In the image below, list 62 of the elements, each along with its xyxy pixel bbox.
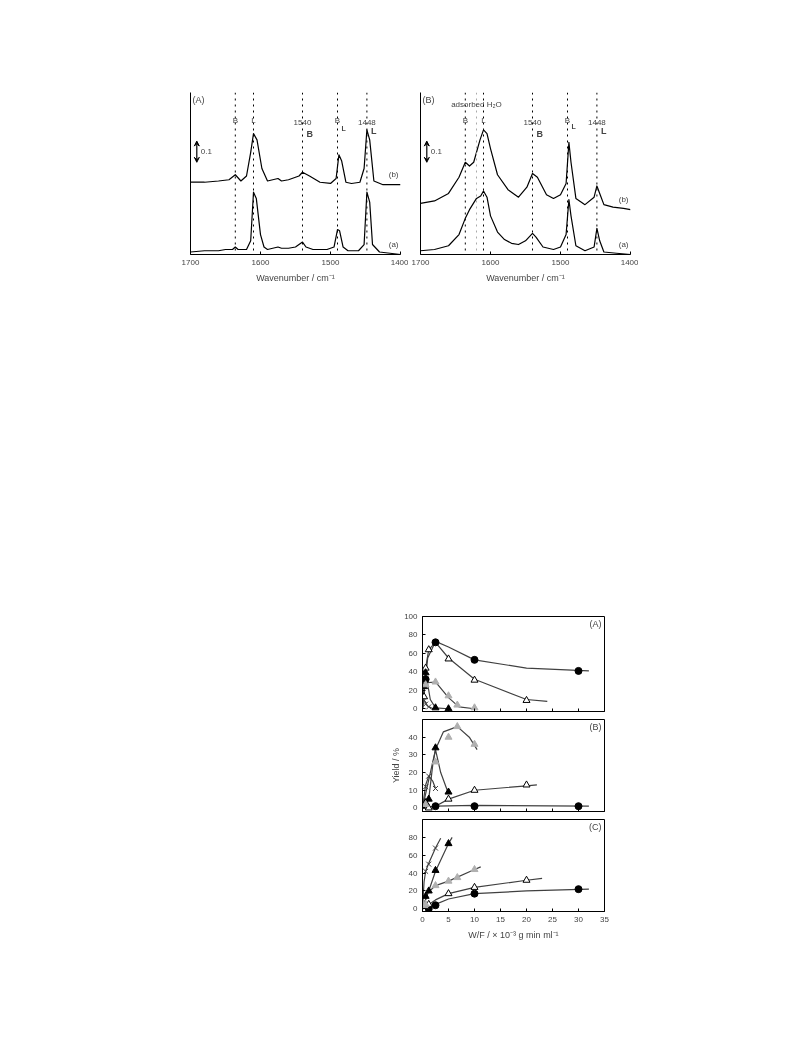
x-tick-label: 20 <box>522 914 532 924</box>
ref-line-label: 1540 <box>293 117 312 127</box>
ref-line-label: 1540 <box>523 117 542 127</box>
y-tick-label: 60 <box>408 648 419 658</box>
y-tick-label: 0 <box>413 803 419 813</box>
series-label: (a) <box>388 239 399 249</box>
y-tick-label: 20 <box>408 886 419 896</box>
ref-line-label: 1448 <box>358 117 377 127</box>
x-tick-label: 30 <box>574 914 584 924</box>
y-tick-label: 20 <box>408 768 419 778</box>
annotation: 0.1 <box>430 147 443 157</box>
ref-line-label: B <box>462 115 468 125</box>
annotation: B <box>536 128 544 139</box>
ref-line-label: B <box>334 115 341 125</box>
x-tick-label: 35 <box>600 914 610 924</box>
y-axis-title: Yield / % <box>390 747 401 784</box>
series-label: (b) <box>618 194 629 204</box>
x-tick-label: 1700 <box>411 257 430 267</box>
x-tick-label: 1400 <box>620 257 640 267</box>
y-tick-label: 20 <box>408 685 419 695</box>
x-tick-label: 0 <box>420 914 426 924</box>
x-tick-label: 1600 <box>251 257 270 267</box>
x-axis-title: Wavenumber / cm⁻¹ <box>486 272 565 283</box>
y-tick-label: 60 <box>408 850 419 860</box>
y-tick-label: 40 <box>408 868 419 878</box>
series-label: (b) <box>388 169 399 179</box>
y-tick-label: 0 <box>413 904 419 914</box>
x-tick-label: 1400 <box>390 257 410 267</box>
ref-line-label: 1448 <box>588 117 607 127</box>
chart-title: (B) <box>589 721 602 732</box>
chart-title: (B) <box>422 94 435 105</box>
ref-line-label: B <box>232 115 238 125</box>
y-tick-label: 30 <box>408 750 419 760</box>
x-tick-label: 25 <box>548 914 558 924</box>
x-tick-label: 5 <box>446 914 452 924</box>
chart-title: (A) <box>192 94 205 105</box>
y-tick-label: 0 <box>413 704 419 714</box>
x-tick-label: 15 <box>496 914 506 924</box>
ref-line-label: adsorbed H₂O <box>451 99 502 109</box>
x-axis-title: Wavenumber / cm⁻¹ <box>256 272 335 283</box>
y-tick-label: 100 <box>404 612 419 621</box>
x-tick-label: 1600 <box>481 257 500 267</box>
annotation: B <box>306 128 314 139</box>
ref-line-label: B <box>564 115 571 125</box>
annotation: L <box>370 126 377 137</box>
chart-title: (A) <box>589 618 602 629</box>
chart-title: (C) <box>589 821 602 832</box>
x-tick-label: 10 <box>470 914 480 924</box>
y-tick-label: 40 <box>408 732 419 742</box>
annotation: L <box>600 126 607 137</box>
series-label: (a) <box>618 239 629 249</box>
x-axis-title: W/F / × 10⁻³ g min ml⁻¹ <box>468 929 559 940</box>
ref-line-label: L <box>481 115 487 125</box>
x-tick-label: 1500 <box>321 257 340 267</box>
y-tick-label: 40 <box>408 667 419 677</box>
y-tick-label: 10 <box>408 785 419 795</box>
ref-line-label: L <box>251 115 257 125</box>
y-tick-label: 80 <box>408 630 419 640</box>
x-tick-label: 1500 <box>551 257 570 267</box>
x-tick-label: 1700 <box>181 257 200 267</box>
y-tick-label: 80 <box>408 832 419 842</box>
annotation: 0.1 <box>200 147 213 157</box>
